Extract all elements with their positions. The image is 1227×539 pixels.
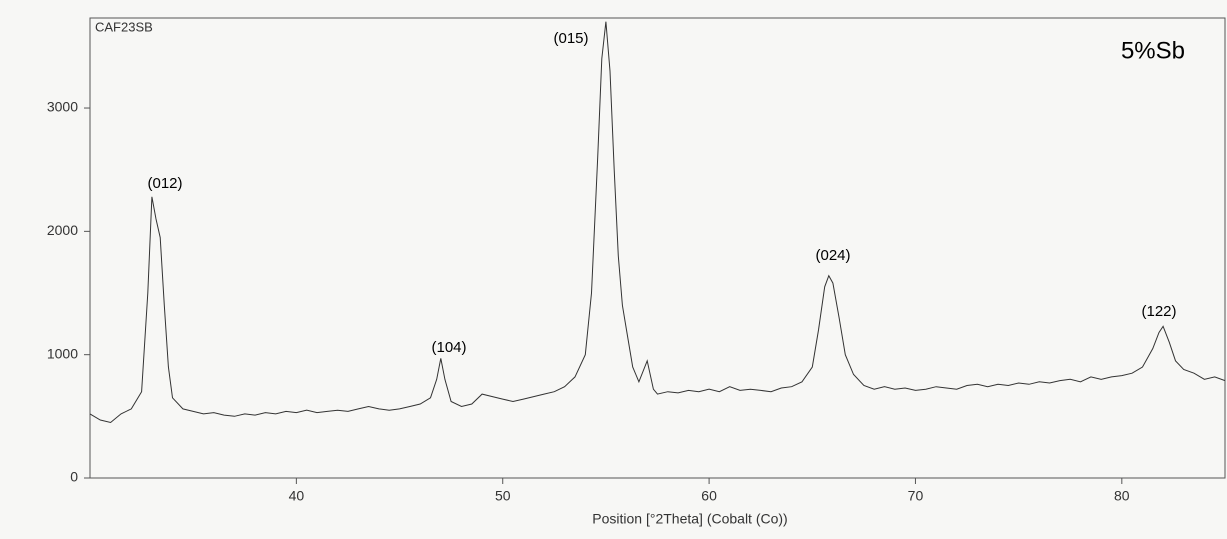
x-axis-label: Position [°2Theta] (Cobalt (Co)) <box>592 511 787 527</box>
y-tick-label: 3000 <box>47 99 78 115</box>
chart-subtitle: 5%Sb <box>1121 37 1185 64</box>
peak-label: (015) <box>553 30 588 47</box>
x-tick-label: 60 <box>701 488 717 504</box>
plot-frame <box>89 17 1226 479</box>
peak-label: (024) <box>815 247 850 264</box>
peak-label: (104) <box>431 339 466 356</box>
y-tick-label: 1000 <box>47 345 78 361</box>
y-tick-label: 2000 <box>47 222 78 238</box>
y-tick-label: 0 <box>70 469 78 485</box>
x-tick-label: 40 <box>289 488 305 504</box>
chart-title: CAF23SB <box>95 19 153 34</box>
x-tick-label: 70 <box>908 488 924 504</box>
data-line <box>89 21 1226 424</box>
x-tick-label: 80 <box>1114 488 1130 504</box>
x-tick-label: 50 <box>495 488 511 504</box>
peak-label: (122) <box>1141 303 1176 320</box>
peak-label: (012) <box>147 175 182 192</box>
